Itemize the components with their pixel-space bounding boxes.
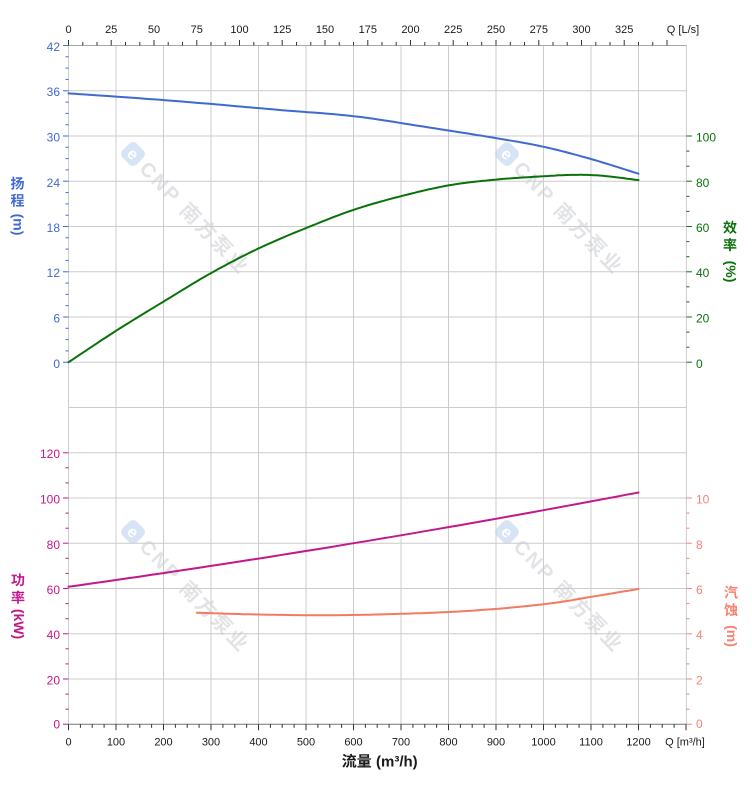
svg-text:2: 2	[696, 674, 703, 688]
svg-text:300: 300	[572, 24, 590, 36]
svg-text:Q [L/s]: Q [L/s]	[667, 24, 699, 36]
svg-text:120: 120	[40, 447, 60, 461]
svg-text:12: 12	[47, 266, 61, 280]
svg-text:20: 20	[696, 312, 710, 326]
svg-text:0: 0	[53, 357, 60, 371]
svg-text:100: 100	[40, 493, 60, 507]
svg-text:60: 60	[47, 583, 61, 597]
svg-text:6: 6	[53, 312, 60, 326]
svg-text:400: 400	[249, 737, 267, 749]
svg-text:600: 600	[344, 737, 362, 749]
svg-text:0: 0	[696, 717, 703, 731]
svg-text:500: 500	[297, 737, 315, 749]
svg-text:(m): (m)	[724, 625, 740, 647]
svg-text:0: 0	[65, 24, 71, 36]
svg-text:900: 900	[487, 737, 505, 749]
svg-text:100: 100	[107, 737, 125, 749]
svg-text:50: 50	[148, 24, 160, 36]
svg-text:100: 100	[230, 24, 248, 36]
svg-text:0: 0	[65, 737, 71, 749]
svg-text:42: 42	[47, 40, 61, 54]
svg-text:36: 36	[47, 85, 61, 99]
svg-text:25: 25	[105, 24, 117, 36]
svg-text:125: 125	[273, 24, 291, 36]
svg-text:1000: 1000	[531, 737, 555, 749]
svg-text:700: 700	[392, 737, 410, 749]
svg-text:175: 175	[359, 24, 377, 36]
svg-text:200: 200	[401, 24, 419, 36]
svg-text:75: 75	[191, 24, 203, 36]
svg-text:4: 4	[696, 628, 703, 642]
svg-text:(%): (%)	[723, 261, 739, 283]
svg-text:250: 250	[487, 24, 505, 36]
svg-text:18: 18	[47, 221, 61, 235]
svg-text:(kW): (kW)	[11, 609, 27, 639]
svg-text:20: 20	[47, 674, 61, 688]
svg-text:1100: 1100	[579, 737, 603, 749]
svg-text:24: 24	[47, 176, 61, 190]
svg-text:(m³/h): (m³/h)	[376, 754, 418, 771]
svg-text:40: 40	[47, 628, 61, 642]
svg-text:1200: 1200	[626, 737, 650, 749]
svg-text:100: 100	[696, 131, 716, 145]
svg-text:30: 30	[47, 131, 61, 145]
svg-text:275: 275	[530, 24, 548, 36]
svg-text:300: 300	[202, 737, 220, 749]
svg-text:225: 225	[444, 24, 462, 36]
svg-text:0: 0	[696, 357, 703, 371]
svg-text:80: 80	[696, 176, 710, 190]
svg-text:325: 325	[615, 24, 633, 36]
svg-text:0: 0	[53, 718, 60, 732]
svg-text:200: 200	[154, 737, 172, 749]
svg-text:8: 8	[696, 538, 703, 552]
svg-text:6: 6	[696, 583, 703, 597]
svg-text:40: 40	[696, 266, 710, 280]
svg-text:10: 10	[696, 493, 710, 507]
svg-text:Q [m³/h]: Q [m³/h]	[665, 737, 705, 749]
svg-text:80: 80	[47, 538, 61, 552]
svg-text:60: 60	[696, 221, 710, 235]
svg-text:150: 150	[316, 24, 334, 36]
svg-text:800: 800	[439, 737, 457, 749]
svg-text:(m): (m)	[10, 214, 26, 236]
